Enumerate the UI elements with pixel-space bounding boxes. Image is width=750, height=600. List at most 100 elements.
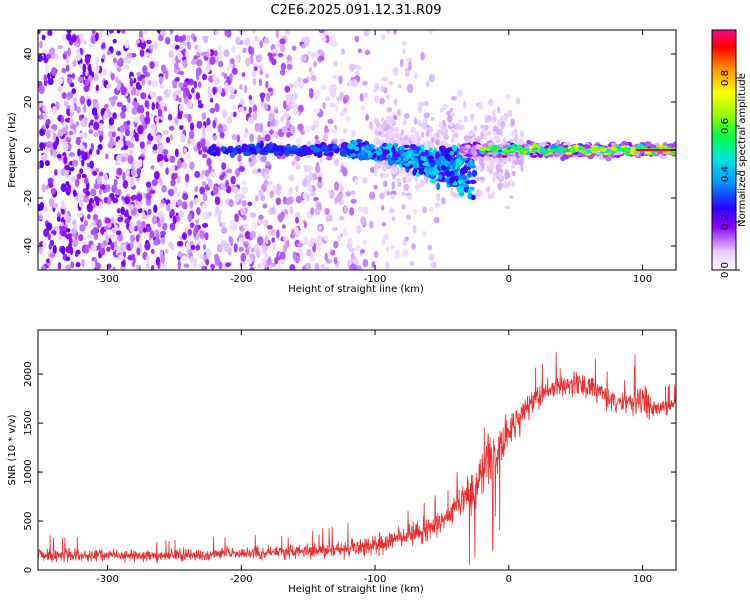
spectrogram-cell xyxy=(141,211,146,219)
spectrogram-cell xyxy=(436,182,441,191)
spectrogram-cell xyxy=(122,172,126,182)
spectrogram-cell xyxy=(251,30,256,34)
spectrogram-cell xyxy=(409,261,415,266)
spectrogram-cell xyxy=(433,216,440,224)
spectrogram-cell xyxy=(305,125,310,132)
spectrogram-cell xyxy=(183,263,190,268)
spectrogram-cell xyxy=(454,132,459,139)
spectrogram-cell xyxy=(512,155,517,162)
spectrogram-cell xyxy=(422,162,430,167)
spectrogram-cell xyxy=(444,170,452,177)
spectrogram-cell xyxy=(389,126,394,133)
spectrogram-cell xyxy=(378,155,385,161)
spectrogram-cell xyxy=(73,223,78,230)
spectrogram-cell xyxy=(259,69,264,76)
spectrogram-cell xyxy=(301,145,309,152)
spectrogram-cell xyxy=(497,182,503,191)
spectrogram-cell xyxy=(214,196,221,206)
spectrogram-cell xyxy=(174,76,180,83)
spectrogram-cell xyxy=(170,208,175,217)
spectrogram-cell xyxy=(295,164,301,170)
spectrogram-cell xyxy=(207,211,213,217)
spectrogram-cell xyxy=(347,143,355,150)
spectrogram-cell xyxy=(79,224,86,232)
spectrogram-cell xyxy=(434,201,441,209)
spectrogram-cell xyxy=(495,137,501,144)
spectrogram-cell xyxy=(479,176,486,181)
snr-series-line xyxy=(38,351,676,566)
spectrogram-cell xyxy=(79,168,84,175)
spectrogram-cell xyxy=(115,230,122,236)
spectrogram-cell xyxy=(369,144,374,151)
spectrogram-cell xyxy=(76,213,83,218)
spectrogram-cell xyxy=(252,104,258,113)
spectrogram-cell xyxy=(83,220,89,227)
spectrogram-cell xyxy=(402,152,409,157)
spectrogram-cell xyxy=(252,111,258,121)
spectrogram-cell xyxy=(73,189,77,197)
spectrogram-cell xyxy=(204,232,209,241)
spectrogram-cell xyxy=(610,147,618,151)
spectrogram-cell xyxy=(110,73,115,81)
spectrogram-cell xyxy=(170,179,176,187)
spectrogram-cell xyxy=(268,180,273,187)
y-tick-label: 0 xyxy=(23,567,34,573)
spectrogram-cell xyxy=(38,246,42,252)
spectrogram-cell xyxy=(456,89,463,97)
spectrogram-cell xyxy=(223,49,230,58)
spectrogram-cell xyxy=(460,145,467,152)
spectrogram-cell xyxy=(463,100,467,109)
spectrogram-cell xyxy=(242,47,247,54)
spectrogram-cell xyxy=(308,88,314,94)
spectrogram-cell xyxy=(605,156,612,162)
spectrogram-cell xyxy=(267,87,273,93)
spectrogram-cell xyxy=(435,132,440,138)
spectrogram-cell xyxy=(182,81,189,88)
spectrogram-cell xyxy=(291,99,296,109)
spectrogram-cell xyxy=(187,42,192,51)
spectrogram-cell xyxy=(292,109,300,115)
spectrogram-cell xyxy=(302,55,308,62)
spectrogram-cell xyxy=(118,57,124,66)
spectrogram-cell xyxy=(117,139,124,149)
spectrogram-cell xyxy=(90,260,96,270)
spectrogram-cell xyxy=(446,115,453,123)
spectrogram-cell xyxy=(266,256,272,266)
spectrogram-cell xyxy=(426,155,434,161)
spectrogram-cell xyxy=(122,179,129,189)
spectrogram-cell xyxy=(212,87,216,95)
spectrogram-cell xyxy=(291,45,297,51)
spectrogram-cell xyxy=(268,112,274,121)
spectrogram-cell xyxy=(121,30,126,35)
spectrogram-cell xyxy=(330,249,336,256)
spectrogram-cell xyxy=(80,120,85,127)
spectrogram-cell xyxy=(556,139,561,145)
spectrogram-cell xyxy=(368,191,376,200)
spectrogram-cell xyxy=(349,207,355,216)
spectrogram-cell xyxy=(46,72,51,80)
spectrogram-cell xyxy=(247,116,255,125)
spectrogram-cell xyxy=(333,60,338,67)
spectrogram-cell xyxy=(111,228,116,233)
spectrogram-cell xyxy=(206,117,211,127)
spectrogram-cell xyxy=(625,151,630,154)
spectrogram-cell xyxy=(159,83,164,89)
spectrogram-cell xyxy=(187,213,192,223)
spectrogram-cell xyxy=(124,129,131,137)
spectrogram-cell xyxy=(277,52,284,58)
spectrogram-cell xyxy=(356,224,362,234)
spectrogram-cell xyxy=(200,51,207,57)
spectrogram-cell xyxy=(174,44,180,50)
spectrogram-cell xyxy=(140,92,147,100)
spectrogram-cell xyxy=(143,52,151,57)
spectrogram-cell xyxy=(112,95,118,101)
spectrogram-cell xyxy=(476,165,482,171)
spectrogram-cell xyxy=(350,258,354,263)
spectrogram-cell xyxy=(265,161,271,167)
spectrogram-cell xyxy=(112,57,117,63)
spectrogram-cell xyxy=(177,51,183,61)
spectrogram-cell xyxy=(374,95,379,103)
spectrogram-cell xyxy=(236,54,242,63)
spectrogram-cell xyxy=(230,176,236,185)
spectrogram-cell xyxy=(60,230,67,237)
